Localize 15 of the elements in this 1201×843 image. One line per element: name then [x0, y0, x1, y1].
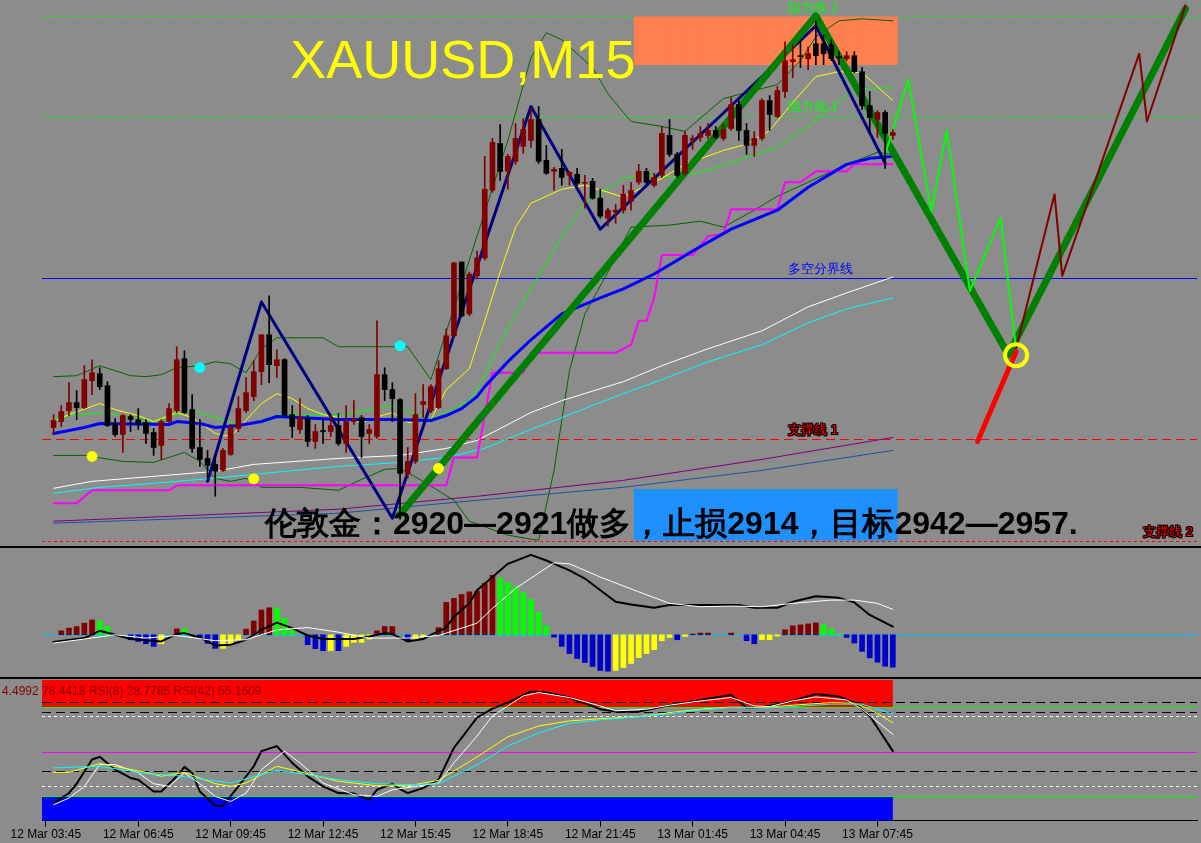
x-tick-label: 13 Mar 04:45 — [749, 827, 821, 842]
ref-line-label: 支撑线 2 — [1143, 523, 1193, 539]
x-tick-label: 13 Mar 07:45 — [842, 827, 914, 842]
x-tick-label: 12 Mar 12:45 — [287, 827, 359, 842]
annotation: 4.4992 78.4418 RSI(8) 28.7785 RSI(42) 55.1609 — [2, 684, 262, 699]
x-tick-label: 13 Mar 01:45 — [657, 827, 729, 842]
ref-line-label: 多空分界线 — [788, 260, 854, 276]
ref-line-label: 阻力线 2 — [788, 0, 838, 15]
x-tick-label: 12 Mar 18:45 — [472, 827, 544, 842]
x-tick-label: 12 Mar 09:45 — [195, 827, 267, 842]
x-tick-label: 12 Mar 21:45 — [564, 827, 636, 842]
ref-line-label: 支撑线 1 — [788, 421, 838, 437]
x-tick-label: 12 Mar 03:45 — [10, 827, 82, 842]
x-tick-label: 12 Mar 06:45 — [102, 827, 174, 842]
x-tick-label: 12 Mar 15:45 — [380, 827, 452, 842]
